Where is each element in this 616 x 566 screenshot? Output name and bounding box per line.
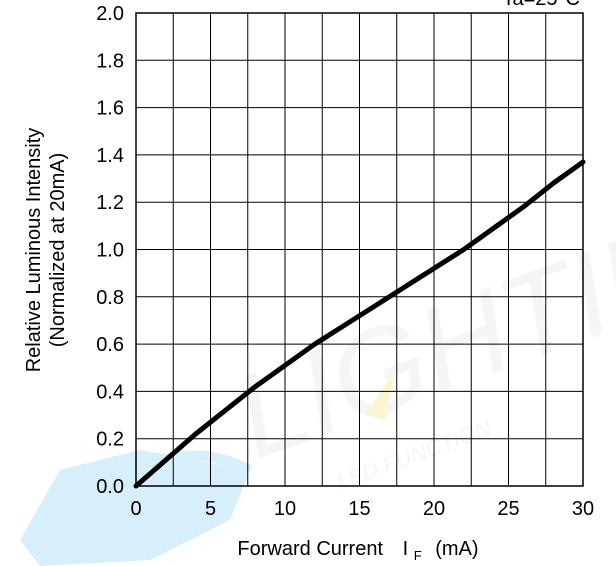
x-tick-label: 30 bbox=[572, 498, 594, 520]
y-tick-label: 1.6 bbox=[96, 98, 124, 120]
watermark: LIGHTING LED FUNCTION bbox=[20, 165, 616, 566]
x-axis-label-subscript: F bbox=[414, 548, 422, 563]
y-axis-label-line1: Relative Luminous Intensity bbox=[23, 128, 45, 373]
y-tick-label: 1.8 bbox=[96, 50, 124, 72]
x-axis-label-text: Forward Current bbox=[237, 538, 383, 560]
y-tick-label: 0.2 bbox=[96, 429, 124, 451]
x-tick-label: 5 bbox=[205, 498, 216, 520]
y-axis-label-line2: (Normalized at 20mA) bbox=[47, 153, 69, 348]
x-tick-label: 20 bbox=[423, 498, 445, 520]
series-line bbox=[133, 159, 586, 489]
plot-frame bbox=[135, 12, 584, 487]
y-tick-label: 1.0 bbox=[96, 240, 124, 262]
y-tick-label: 0.6 bbox=[96, 334, 124, 356]
x-tick-label: 0 bbox=[130, 498, 141, 520]
grid bbox=[136, 13, 583, 486]
corner-note: Ta=25°C bbox=[503, 0, 581, 10]
x-axis-label-symbol: I bbox=[403, 538, 409, 560]
x-tick-label: 15 bbox=[348, 498, 370, 520]
y-tick-label: 0.8 bbox=[96, 287, 124, 309]
y-tick-label: 2.0 bbox=[96, 3, 124, 25]
x-tick-labels: 0 5 10 15 20 25 30 bbox=[130, 498, 594, 520]
watermark-accent-icon bbox=[365, 370, 395, 420]
x-axis-label-unit: (mA) bbox=[435, 538, 478, 560]
x-axis-label: Forward Current I F (mA) bbox=[237, 538, 478, 565]
y-tick-label: 1.2 bbox=[96, 192, 124, 214]
y-tick-label: 0.4 bbox=[96, 381, 124, 403]
x-tick-label: 25 bbox=[497, 498, 519, 520]
y-tick-labels: 0.0 0.2 0.4 0.6 0.8 1.0 1.2 1.4 1.6 1.8 2.0 bbox=[96, 3, 124, 498]
x-tick-label: 10 bbox=[274, 498, 296, 520]
y-tick-label: 1.4 bbox=[96, 145, 124, 167]
watermark-text: LIGHTING bbox=[218, 165, 616, 485]
watermark-logo-icon bbox=[20, 450, 250, 566]
y-tick-label: 0.0 bbox=[96, 476, 124, 498]
watermark-logo-swash-icon bbox=[96, 450, 253, 504]
